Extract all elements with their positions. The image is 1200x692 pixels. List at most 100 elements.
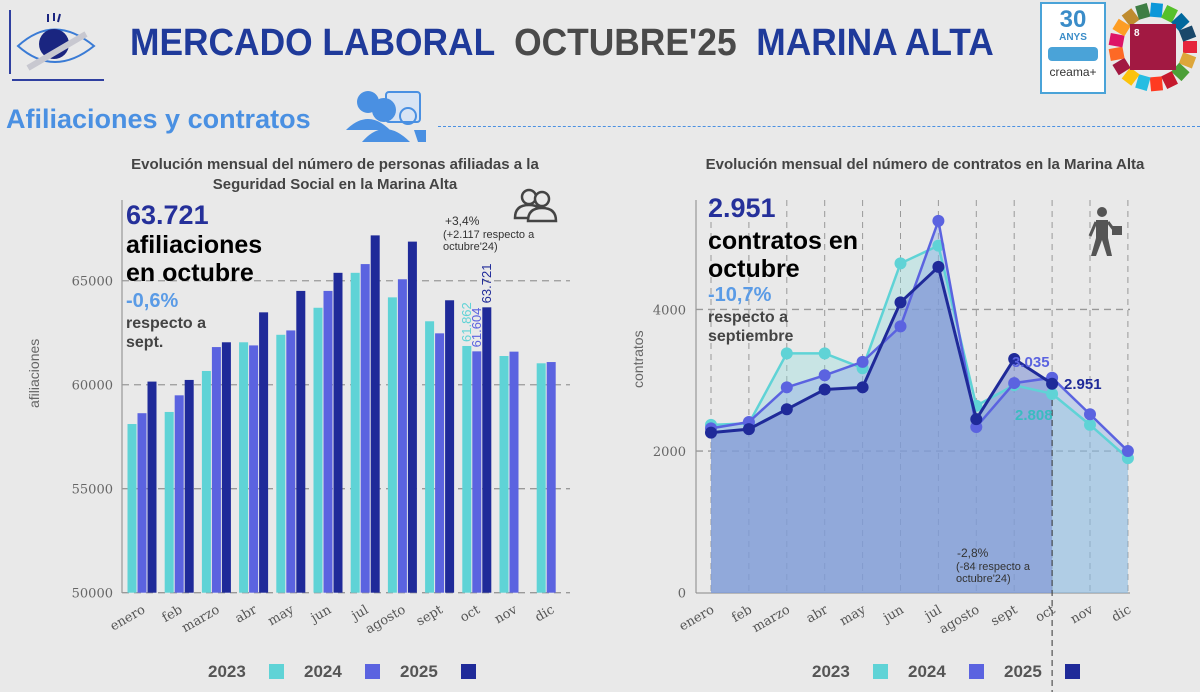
- contracts-monthly-change-text: respecto a septiembre: [708, 309, 794, 345]
- point-2024-jun: [894, 320, 907, 333]
- bar-2024-agosto: [397, 279, 407, 593]
- line-2025: [710, 264, 1053, 435]
- right-x-tick-label: marzo: [750, 602, 793, 636]
- point-2025-marzo: [780, 403, 793, 416]
- area-2025: [711, 266, 1053, 593]
- data-label-oct-2024: 3.035: [1012, 354, 1050, 371]
- left-x-tick-label: nov: [492, 602, 520, 627]
- contracts-label: contratos en octubre: [708, 227, 859, 283]
- svg-text:8: 8: [1134, 28, 1140, 39]
- bar-2025-enero: [147, 381, 157, 593]
- left-x-tick-label: marzo: [179, 602, 222, 636]
- bar-2024-oct: [472, 351, 482, 593]
- page-title: MERCADO LABORAL OCTUBRE'25 MARINA ALTA: [130, 22, 994, 64]
- bar-2023-oct: [462, 345, 472, 593]
- point-2025-oct: [1046, 377, 1059, 390]
- point-2024-sept: [1008, 377, 1021, 390]
- worker-walking-icon: [1088, 207, 1122, 256]
- point-2023-jun: [894, 257, 907, 270]
- bar-2023-jun: [313, 307, 323, 593]
- bar-2024-abr: [249, 345, 259, 593]
- right-y-tick-label: 4000: [653, 303, 686, 318]
- bar-data-label-oct-2025: 63.721: [479, 264, 494, 304]
- line-2024: [710, 216, 1129, 452]
- bar-2023-dic: [536, 363, 546, 593]
- right-legend-2024: 2024: [908, 662, 984, 682]
- people-settings-icon: [346, 91, 426, 142]
- left-x-tick-label: abr: [233, 602, 260, 627]
- left-x-tick-label: agosto: [363, 602, 408, 637]
- point-2024-dic: [1121, 445, 1134, 458]
- point-2024-nov: [1084, 408, 1096, 421]
- right-chart-title: Evolución mensual del número de contrato…: [705, 156, 1145, 173]
- point-2025-jun: [894, 296, 907, 309]
- section-divider: [438, 126, 1200, 127]
- bar-data-label-oct-2023: 61.862: [459, 302, 474, 342]
- data-label-oct-2023: 2.808: [1015, 407, 1053, 424]
- bar-2023-jul: [350, 272, 360, 593]
- left-legend-2025: 2025: [400, 662, 476, 682]
- left-y-tick-label: 60000: [72, 379, 113, 394]
- right-y-axis-title: contratos: [630, 330, 646, 388]
- bar-2025-abr: [259, 312, 269, 593]
- point-2025-may: [856, 381, 869, 394]
- bar-2025-agosto: [407, 241, 417, 593]
- left-legend-2024: 2024: [304, 662, 380, 682]
- bar-2023-abr: [239, 342, 249, 593]
- bar-2023-may: [276, 334, 286, 593]
- left-legend-2023: 2023: [208, 662, 284, 682]
- people-icon: [513, 188, 558, 223]
- contracts-value: 2.951: [708, 193, 776, 223]
- creama-30-anys-logo: 30 ANYS creama+: [1040, 2, 1106, 94]
- right-y-tick-label: 2000: [653, 445, 686, 460]
- point-2024-marzo: [780, 381, 793, 394]
- bar-2024-may: [286, 330, 296, 593]
- ods-wheel-logo: 8: [1108, 2, 1197, 92]
- affiliations-annual-change: +3,4%: [445, 214, 480, 228]
- line-2023: [710, 243, 1129, 460]
- point-2024-abr: [818, 369, 831, 382]
- point-2025-agosto: [970, 413, 983, 426]
- bar-2024-feb: [174, 395, 184, 593]
- point-2023-nov: [1084, 418, 1096, 431]
- right-legend-2025: 2025: [1004, 662, 1080, 682]
- point-2025-feb: [742, 423, 755, 436]
- bar-2024-nov: [509, 351, 519, 593]
- point-2025-enero: [705, 426, 717, 439]
- bar-2023-enero: [127, 424, 137, 593]
- right-x-tick-label: agosto: [937, 602, 982, 637]
- contracts-annual-change: -2,8%: [957, 546, 989, 560]
- bar-2025-feb: [184, 379, 194, 593]
- data-label-oct-2025: 2.951: [1064, 376, 1102, 393]
- bar-2023-agosto: [387, 297, 397, 593]
- bar-data-label-oct-2024: 61.604: [469, 308, 484, 348]
- bar-2024-jun: [323, 290, 333, 593]
- bar-2025-may: [296, 290, 306, 593]
- bar-2024-enero: [137, 413, 147, 593]
- right-x-tick-label: may: [837, 602, 869, 629]
- point-2023-marzo: [780, 347, 793, 360]
- right-x-tick-label: sept: [989, 602, 1021, 629]
- bar-2024-sept: [435, 333, 445, 593]
- right-x-tick-label: nov: [1068, 602, 1096, 627]
- eye-chart-logo-icon: [9, 10, 104, 81]
- point-2023-abr: [818, 347, 831, 360]
- right-x-tick-label: jun: [879, 602, 907, 627]
- bar-2024-dic: [546, 362, 556, 593]
- point-2024-may: [856, 355, 869, 368]
- bar-2024-marzo: [211, 347, 221, 593]
- bar-2024-jul: [360, 264, 370, 593]
- affiliations-monthly-change: -0,6%: [126, 290, 179, 312]
- left-x-tick-label: sept: [414, 602, 446, 629]
- bar-2023-feb: [164, 411, 174, 593]
- bar-2025-oct: [482, 307, 492, 593]
- point-2023-oct: [1046, 387, 1059, 400]
- affiliations-monthly-change-text: respecto a sept.: [126, 315, 207, 351]
- left-x-tick-label: oct: [458, 602, 484, 626]
- left-x-tick-label: dic: [533, 602, 558, 625]
- point-2025-sept: [1008, 352, 1021, 365]
- bar-2023-nov: [499, 356, 509, 593]
- bar-2025-jul: [370, 235, 380, 593]
- contracts-annual-change-text: (-84 respecto a octubre'24): [956, 561, 1030, 585]
